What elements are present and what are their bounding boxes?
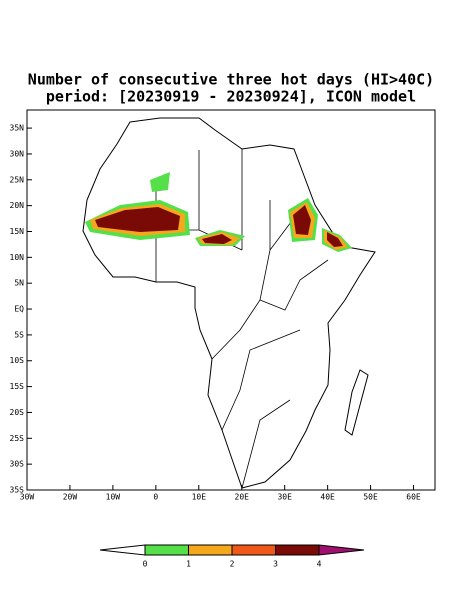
y-tick-label: 5N: [14, 279, 24, 288]
colorbar: 0 1 2 3 4: [99, 544, 365, 569]
y-tick-label: 35S: [10, 486, 25, 495]
hot-area: [95, 205, 343, 247]
x-tick-label: 10W: [106, 493, 121, 502]
borders: [113, 149, 329, 489]
colorbar-box: [188, 544, 233, 556]
y-tick-label: 25S: [10, 434, 25, 443]
map-frame: [26, 109, 436, 491]
y-tick-label: 30S: [10, 460, 25, 469]
y-tick-label: 35N: [10, 124, 25, 133]
y-tick-label: EQ: [14, 305, 24, 314]
colorbar-label: 2: [230, 560, 235, 569]
y-tick-label: 25N: [10, 175, 25, 184]
x-tick-label: 50E: [363, 493, 378, 502]
x-tick-label: 0: [153, 493, 158, 502]
y-tick-label: 10N: [10, 253, 25, 262]
y-tick-label: 30N: [10, 149, 25, 158]
y-tick-label: 20S: [10, 408, 25, 417]
colorbar-label: 0: [143, 560, 148, 569]
x-tick-label: 10E: [192, 493, 207, 502]
x-tick-label: 60E: [406, 493, 421, 502]
x-tick-label: 30W: [20, 493, 35, 502]
y-tick-label: 15N: [10, 227, 25, 236]
x-tick-label: 40E: [320, 493, 335, 502]
africa-outline: [82, 117, 376, 489]
colorbar-label: 1: [186, 560, 191, 569]
x-tick-label: 20E: [235, 493, 250, 502]
x-tick-label: 30E: [277, 493, 292, 502]
colorbar-end: [99, 544, 146, 556]
colorbar-box: [144, 544, 189, 556]
colorbar-box: [231, 544, 276, 556]
x-tick-label: 20W: [63, 493, 78, 502]
madagascar: [344, 369, 369, 436]
y-tick-label: 10S: [10, 356, 25, 365]
colorbar-label: 3: [273, 560, 278, 569]
title-line: Number of consecutive three hot days (HI…: [28, 71, 434, 89]
y-tick-label: 5S: [14, 330, 24, 339]
y-tick-label: 20N: [10, 201, 25, 210]
colorbar-box: [275, 544, 320, 556]
y-tick-label: 15S: [10, 382, 25, 391]
colorbar-label: 4: [317, 560, 322, 569]
title-line: period: [20230919 - 20230924], ICON mode…: [46, 88, 416, 106]
map-area: [26, 109, 436, 491]
colorbar-end: [318, 544, 365, 556]
